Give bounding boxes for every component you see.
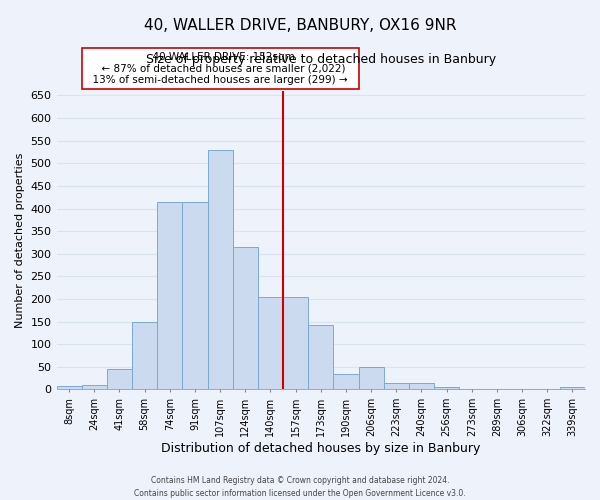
Bar	[233, 247, 258, 390]
Text: Contains HM Land Registry data © Crown copyright and database right 2024.
Contai: Contains HM Land Registry data © Crown c…	[134, 476, 466, 498]
Bar	[258, 296, 283, 390]
Bar	[107, 369, 132, 390]
Bar	[334, 374, 359, 390]
Bar	[560, 387, 585, 390]
Bar	[459, 388, 484, 390]
Text: 40, WALLER DRIVE, BANBURY, OX16 9NR: 40, WALLER DRIVE, BANBURY, OX16 9NR	[144, 18, 456, 32]
Bar	[383, 382, 409, 390]
Bar	[82, 385, 107, 390]
Bar	[157, 202, 182, 390]
Y-axis label: Number of detached properties: Number of detached properties	[15, 152, 25, 328]
Bar	[182, 202, 208, 390]
Bar	[359, 367, 383, 390]
Bar	[434, 387, 459, 390]
Title: Size of property relative to detached houses in Banbury: Size of property relative to detached ho…	[146, 53, 496, 66]
Bar	[409, 382, 434, 390]
Bar	[132, 322, 157, 390]
X-axis label: Distribution of detached houses by size in Banbury: Distribution of detached houses by size …	[161, 442, 481, 455]
Text: 40 WALLER DRIVE: 152sqm
  ← 87% of detached houses are smaller (2,022)
  13% of : 40 WALLER DRIVE: 152sqm ← 87% of detache…	[86, 52, 355, 85]
Bar	[56, 386, 82, 390]
Bar	[283, 296, 308, 390]
Bar	[308, 324, 334, 390]
Bar	[208, 150, 233, 390]
